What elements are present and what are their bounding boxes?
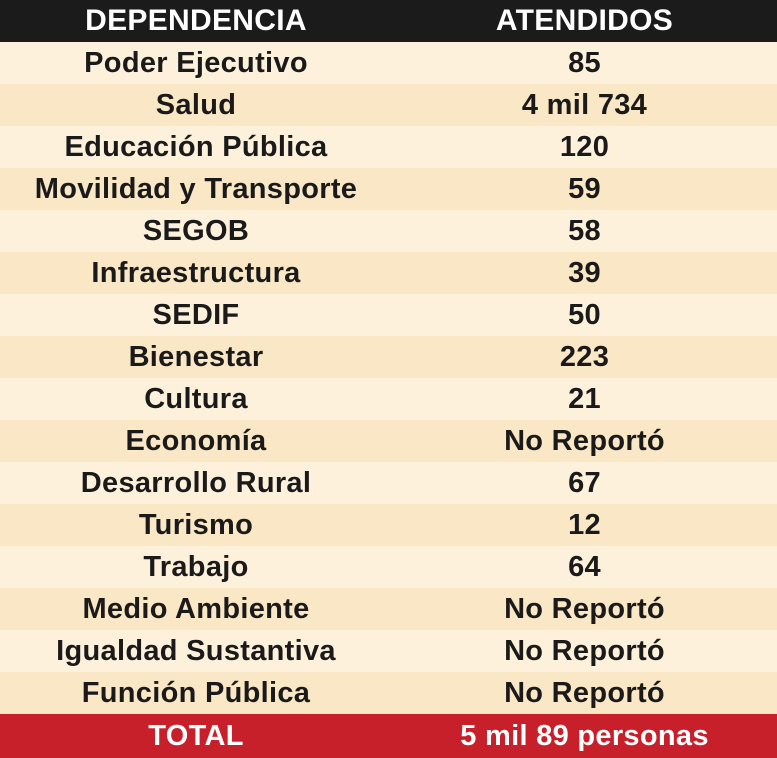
- cell-atendidos: 223: [559, 340, 610, 373]
- table-row: SEGOB 58: [0, 210, 777, 252]
- table-row: Función Pública No Reportó: [0, 672, 777, 714]
- cell-atendidos: 21: [568, 382, 601, 415]
- table-row: Educación Pública 120: [0, 126, 777, 168]
- table-row: Trabajo 64: [0, 546, 777, 588]
- cell-dependencia: Trabajo: [143, 550, 249, 583]
- cell-atendidos: 12: [568, 508, 601, 541]
- table-total-row: TOTAL 5 mil 89 personas: [0, 714, 777, 758]
- cell-dependencia: Educación Pública: [64, 130, 328, 163]
- cell-dependencia: Movilidad y Transporte: [34, 172, 358, 205]
- table-row: SEDIF 50: [0, 294, 777, 336]
- cell-atendidos: 59: [568, 172, 601, 205]
- table-row: Movilidad y Transporte 59: [0, 168, 777, 210]
- table-row: Medio Ambiente No Reportó: [0, 588, 777, 630]
- table-row: Desarrollo Rural 67: [0, 462, 777, 504]
- cell-dependencia: Cultura: [144, 382, 248, 415]
- cell-dependencia: SEDIF: [152, 298, 240, 331]
- cell-atendidos: 67: [568, 466, 601, 499]
- cell-atendidos: 50: [568, 298, 601, 331]
- table-row: Salud 4 mil 734: [0, 84, 777, 126]
- cell-atendidos: No Reportó: [504, 592, 665, 625]
- header-atendidos: ATENDIDOS: [495, 4, 674, 37]
- cell-dependencia: Economía: [125, 424, 267, 457]
- cell-atendidos: 39: [568, 256, 601, 289]
- cell-atendidos: 58: [568, 214, 601, 247]
- cell-atendidos: 4 mil 734: [521, 88, 648, 121]
- cell-atendidos: 120: [559, 130, 610, 163]
- total-value: 5 mil 89 personas: [460, 719, 709, 752]
- cell-dependencia: Desarrollo Rural: [80, 466, 312, 499]
- cell-dependencia: Turismo: [138, 508, 254, 541]
- cell-dependencia: SEGOB: [142, 214, 250, 247]
- table-row: Turismo 12: [0, 504, 777, 546]
- table-row: Economía No Reportó: [0, 420, 777, 462]
- header-dependencia: DEPENDENCIA: [85, 4, 307, 37]
- table-row: Bienestar 223: [0, 336, 777, 378]
- table-header: DEPENDENCIA ATENDIDOS: [0, 0, 777, 42]
- cell-atendidos: 64: [568, 550, 601, 583]
- total-label: TOTAL: [148, 719, 244, 752]
- cell-atendidos: No Reportó: [504, 424, 665, 457]
- table-row: Poder Ejecutivo 85: [0, 42, 777, 84]
- table-row: Infraestructura 39: [0, 252, 777, 294]
- table-row: Cultura 21: [0, 378, 777, 420]
- cell-atendidos: 85: [568, 46, 601, 79]
- cell-dependencia: Igualdad Sustantiva: [56, 634, 336, 667]
- cell-atendidos: No Reportó: [504, 634, 665, 667]
- cell-dependencia: Infraestructura: [91, 256, 301, 289]
- cell-dependencia: Salud: [155, 88, 237, 121]
- cell-dependencia: Poder Ejecutivo: [84, 46, 308, 79]
- table-row: Igualdad Sustantiva No Reportó: [0, 630, 777, 672]
- cell-dependencia: Medio Ambiente: [82, 592, 310, 625]
- cell-dependencia: Bienestar: [128, 340, 264, 373]
- cell-dependencia: Función Pública: [81, 676, 311, 709]
- cell-atendidos: No Reportó: [504, 676, 665, 709]
- table-body: Poder Ejecutivo 85 Salud 4 mil 734 Educación…: [0, 42, 777, 714]
